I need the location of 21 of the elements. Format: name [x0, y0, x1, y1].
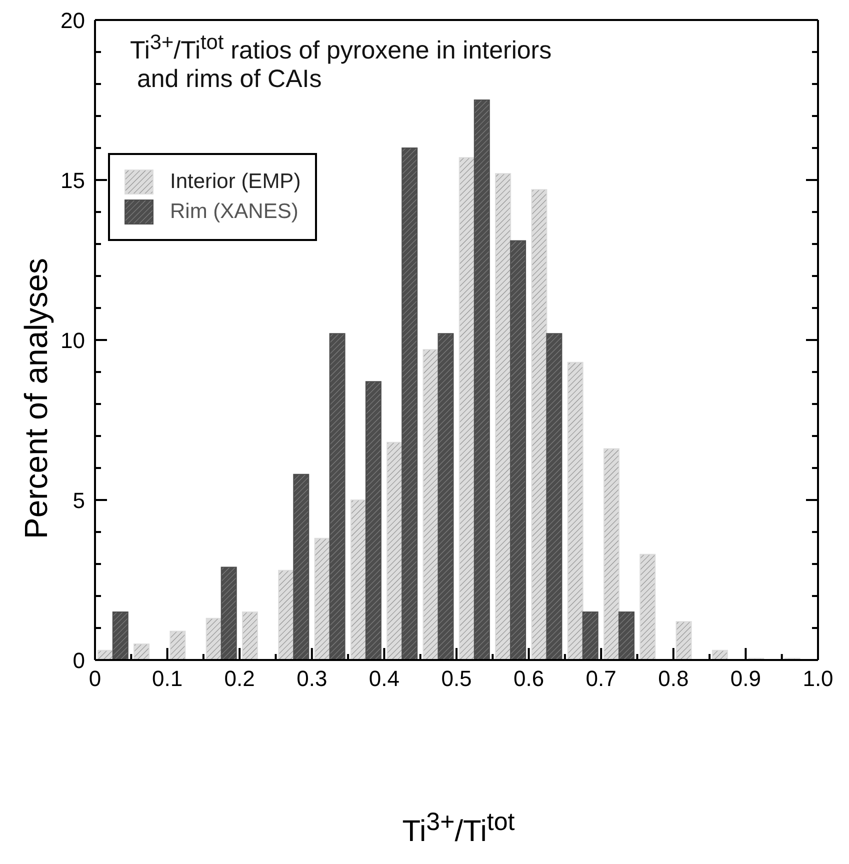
- y-tick-label: 20: [60, 8, 85, 33]
- x-tick-label: 0.4: [368, 666, 400, 691]
- x-axis-title: Ti$^{3+}$/Ti$^{tot}$: [401, 808, 516, 849]
- text: Ti$^{3+}$/Ti$^{tot}$ ratios of pyroxene in interiors and rims of CAIs: [130, 30, 552, 94]
- x-tick-label: 0.5: [441, 666, 472, 691]
- x-tick-label: 0.9: [730, 666, 761, 691]
- x-tick-label: 0.8: [658, 666, 689, 691]
- legend-label: Rim (XANES): [170, 200, 298, 224]
- x-tick-label: 0: [88, 666, 102, 691]
- x-tick-label: 1.0: [802, 666, 834, 691]
- x-tick-label: 0.7: [586, 666, 616, 691]
- x-tick-label: 0.1: [152, 666, 183, 691]
- y-tick-label: 15: [60, 168, 85, 193]
- x-tick-label: 0.6: [514, 666, 544, 691]
- y-tick-label: 5: [72, 488, 85, 513]
- x-tick-label: 0.2: [224, 666, 255, 691]
- legend-label: Interior (EMP): [170, 170, 301, 194]
- y-tick-label: 10: [60, 328, 85, 353]
- x-tick-label: 0.3: [296, 666, 328, 691]
- y-tick-label: 0: [72, 648, 85, 673]
- y-axis-title: Percent of analyses: [18, 256, 55, 541]
